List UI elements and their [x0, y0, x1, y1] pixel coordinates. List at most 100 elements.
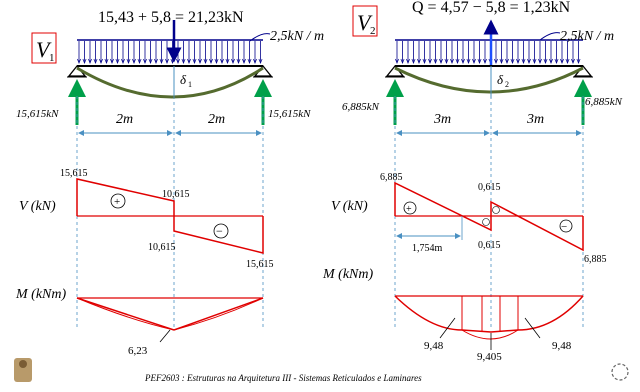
right-deflection-label: δ [497, 72, 504, 87]
left-panel-label-box [31, 32, 57, 64]
load-arrow-head [565, 58, 570, 64]
load-arrow-head [499, 58, 504, 64]
load-arrow-head [527, 58, 531, 64]
load-arrow-head [417, 58, 421, 64]
load-arrow-head [99, 58, 103, 64]
left-span-right: 2m [208, 112, 225, 127]
right-panel-sub: 2 [370, 25, 376, 37]
left-distributed-load [77, 41, 263, 64]
left-reaction-left-label: 15,615kN [16, 108, 59, 120]
right-reaction-right-label: 6,885kN [585, 96, 623, 108]
load-arrow-head [192, 58, 197, 64]
load-arrow-head [400, 58, 405, 64]
load-arrow-head [231, 58, 235, 64]
load-arrow-head [532, 58, 537, 64]
footer-course-title: PEF2603 : Estruturas na Arquitetura III … [144, 373, 422, 383]
left-span-left: 2m [116, 112, 133, 127]
right-moment-left: 9,48 [424, 340, 444, 352]
load-arrow-head [433, 58, 438, 64]
right-shear-axis-label: V (kN) [331, 199, 368, 214]
load-arrow-head [214, 58, 219, 64]
load-arrow-head [126, 58, 131, 64]
left-dist-load-label: 2,5kN / m [270, 29, 324, 44]
load-arrow-head [406, 58, 410, 64]
load-arrow-head [538, 58, 542, 64]
left-shear-v3: 10,615 [148, 242, 176, 253]
load-arrow-head [258, 58, 263, 64]
load-arrow-head [187, 58, 191, 64]
load-arrow-head [247, 58, 252, 64]
right-distributed-load [395, 41, 581, 64]
right-moment-right: 9,48 [552, 340, 572, 352]
left-beam-group: V 1 15,43 + 5,8 = 21,23kN 2,5kN / m δ 1 … [16, 9, 324, 330]
right-reaction-left-label: 6,885kN [342, 101, 380, 113]
load-arrow-head [253, 58, 257, 64]
load-arrow-head [121, 58, 125, 64]
load-arrow-head [154, 58, 158, 64]
right-moment-diagram: M (kNm) 9,48 9,405 9,48 [322, 267, 584, 363]
left-shear-sign-pos: + [114, 196, 120, 208]
load-arrow-head [466, 58, 471, 64]
right-shear-sign-neg: − [561, 221, 567, 233]
load-arrow-head [82, 58, 87, 64]
right-deflection-curve [394, 66, 584, 94]
load-arrow-head [576, 58, 581, 64]
left-shear-axis-label: V (kN) [19, 199, 56, 214]
load-arrow-head [422, 58, 427, 64]
load-arrow-head [88, 58, 92, 64]
left-shear-v4: 15,615 [246, 259, 274, 270]
right-beam-group: V 2 Q = 4,57 − 5,8 = 1,23kN 2,5kN / m δ … [342, 0, 623, 330]
left-moment-max: 6,23 [128, 345, 148, 357]
load-arrow-head [560, 58, 564, 64]
load-arrow-head [181, 58, 186, 64]
load-arrow-head [510, 58, 515, 64]
load-arrow-head [148, 58, 153, 64]
right-shear-zero-dist: 1,754m [412, 243, 443, 254]
load-arrow-head [220, 58, 224, 64]
load-arrow-head [198, 58, 202, 64]
load-arrow-head [450, 58, 454, 64]
load-arrow-head [444, 58, 449, 64]
author-portrait-icon [14, 358, 32, 382]
load-arrow-head [428, 58, 432, 64]
load-arrow-head [225, 58, 230, 64]
left-shear-v1: 15,615 [60, 168, 88, 179]
right-shear-diagram: V (kN) 6,885 0,615 0,615 6,885 + − 1,754… [331, 172, 607, 265]
load-arrow-head [395, 58, 399, 64]
load-arrow-head [77, 58, 81, 64]
right-shear-v1: 6,885 [380, 172, 403, 183]
load-arrow-head [554, 58, 559, 64]
load-arrow-head [104, 58, 109, 64]
load-arrow-head [571, 58, 575, 64]
left-shear-v2: 10,615 [162, 189, 190, 200]
left-moment-diagram: M (kNm) 6,23 [15, 287, 264, 357]
right-panel-label-box [352, 5, 378, 37]
load-arrow-head [521, 58, 526, 64]
load-arrow-head [483, 58, 487, 64]
right-shear-v2: 0,615 [478, 182, 501, 193]
load-arrow-head [242, 58, 246, 64]
load-arrow-head [93, 58, 98, 64]
left-reaction-right-label: 15,615kN [268, 108, 311, 120]
right-panel-label: V [357, 10, 373, 35]
left-load-title: 15,43 + 5,8 = 21,23kN [98, 9, 244, 26]
right-moment-mid: 9,405 [477, 351, 502, 363]
load-arrow-head [549, 58, 553, 64]
right-dist-load-label: 2,5kN / m [560, 29, 614, 44]
left-deflection-label: δ [180, 72, 187, 87]
load-arrow-head [143, 58, 147, 64]
left-deflection-sub: 1 [188, 80, 192, 89]
loading-spinner-icon [611, 363, 629, 381]
load-arrow-head [203, 58, 208, 64]
right-load-title: Q = 4,57 − 5,8 = 1,23kN [412, 0, 571, 16]
load-arrow-head [137, 58, 142, 64]
right-shear-sign-pos: + [406, 204, 412, 215]
right-span-right: 3m [526, 112, 544, 127]
load-arrow-head [439, 58, 443, 64]
load-arrow-head [236, 58, 241, 64]
right-moment-axis-label: M (kNm) [322, 267, 373, 282]
load-arrow-head [543, 58, 548, 64]
footer: PEF2603 : Estruturas na Arquitetura III … [14, 358, 629, 383]
